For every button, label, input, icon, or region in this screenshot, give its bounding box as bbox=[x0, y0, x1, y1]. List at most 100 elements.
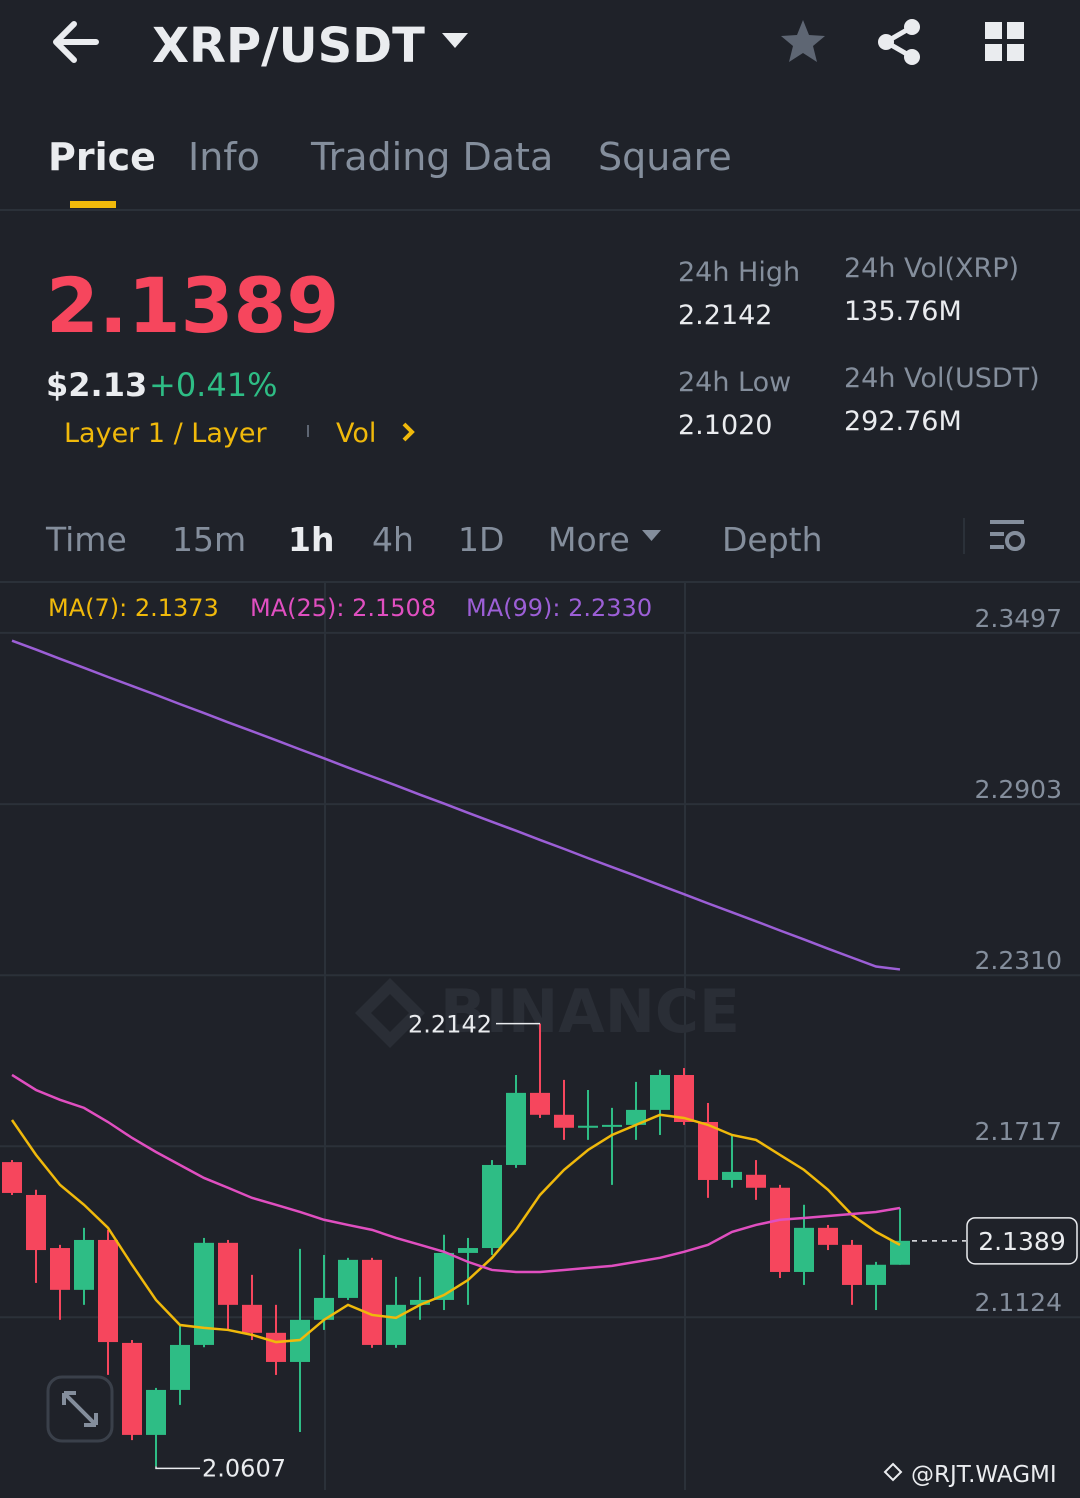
credit-text: @RJT.WAGMI bbox=[911, 1462, 1057, 1488]
vol-link[interactable]: Vol bbox=[336, 418, 376, 449]
interval[interactable]: 1D bbox=[458, 520, 504, 559]
candle-body bbox=[218, 1242, 238, 1305]
credit: @RJT.WAGMI bbox=[883, 1462, 1057, 1488]
interval[interactable]: 4h bbox=[372, 520, 414, 559]
candle-body bbox=[338, 1259, 358, 1298]
high-label: 2.2142 bbox=[408, 1011, 492, 1039]
legend-entry: MA(7): 2.1373 bbox=[48, 594, 219, 622]
candle-body bbox=[746, 1174, 766, 1188]
interval[interactable]: Time bbox=[45, 520, 127, 559]
tab[interactable]: Price bbox=[48, 135, 156, 179]
watermark: BINANCE bbox=[355, 977, 740, 1048]
pair-title[interactable]: XRP/USDT bbox=[152, 18, 425, 74]
candle-body bbox=[410, 1299, 430, 1305]
candle-body bbox=[434, 1252, 454, 1300]
chart-settings-icon[interactable] bbox=[990, 520, 1025, 551]
candle-body bbox=[458, 1248, 478, 1253]
legend-entry: MA(99): 2.2330 bbox=[466, 594, 652, 622]
y-tick-label: 2.3497 bbox=[975, 604, 1062, 633]
ma-line bbox=[11, 639, 901, 971]
candle-body bbox=[314, 1297, 334, 1320]
separator bbox=[963, 518, 965, 554]
more-caret[interactable] bbox=[642, 530, 661, 541]
y-tick-label: 2.1124 bbox=[975, 1288, 1062, 1317]
candle-body bbox=[26, 1194, 46, 1251]
interval[interactable]: 15m bbox=[172, 520, 246, 559]
stat-value: 2.2142 bbox=[678, 300, 772, 331]
candle-body bbox=[122, 1342, 142, 1435]
fullscreen-button[interactable] bbox=[46, 1375, 114, 1443]
usd-price: $2.13 bbox=[46, 366, 147, 404]
last-price-box bbox=[966, 1217, 1078, 1265]
stat-value: 292.76M bbox=[844, 406, 962, 437]
candle-body bbox=[866, 1264, 886, 1285]
candle-body bbox=[482, 1164, 502, 1249]
candle-body bbox=[2, 1162, 22, 1193]
candle-body bbox=[890, 1240, 910, 1265]
back-icon[interactable] bbox=[53, 21, 99, 63]
divider bbox=[0, 581, 1080, 583]
candle-body bbox=[794, 1227, 814, 1272]
candle-body bbox=[818, 1227, 838, 1245]
candle-body bbox=[530, 1092, 550, 1115]
chart: BINANCE 2.3497 2.2903 2.2310 2.1717 2.1124 MA… bbox=[0, 583, 1080, 1490]
ma-line bbox=[11, 1073, 901, 1274]
interval[interactable]: More bbox=[548, 520, 630, 559]
stat-label: 24h Low bbox=[678, 367, 791, 398]
y-tick-label: 2.2310 bbox=[975, 946, 1062, 975]
candle-body bbox=[362, 1259, 382, 1345]
watermark-text: BINANCE bbox=[440, 977, 740, 1047]
stat-label: 24h High bbox=[678, 257, 800, 288]
candle-body bbox=[194, 1242, 214, 1345]
interval[interactable]: 1h bbox=[288, 520, 334, 559]
fullscreen-icon[interactable] bbox=[62, 1391, 98, 1427]
stat-label: 24h Vol(USDT) bbox=[844, 363, 1040, 394]
tab-indicator bbox=[70, 201, 116, 208]
chevron[interactable] bbox=[402, 422, 415, 442]
interval[interactable]: Depth bbox=[722, 520, 823, 559]
candle-body bbox=[722, 1171, 742, 1180]
legend-entry: MA(25): 2.1508 bbox=[250, 594, 436, 622]
candle-body bbox=[50, 1248, 70, 1290]
ma-line bbox=[10, 1113, 901, 1344]
stat-value: 2.1020 bbox=[678, 410, 772, 441]
pair-caret[interactable] bbox=[442, 33, 468, 48]
tab[interactable]: Info bbox=[188, 135, 260, 179]
favorite-icon[interactable] bbox=[781, 20, 825, 62]
candle-body bbox=[674, 1074, 694, 1123]
candle-body bbox=[146, 1389, 166, 1435]
tag[interactable]: Layer 1 / Layer bbox=[64, 418, 267, 449]
candle-body bbox=[98, 1239, 118, 1343]
low-label: 2.0607 bbox=[202, 1454, 286, 1482]
divider bbox=[0, 209, 1080, 211]
candle-body bbox=[698, 1122, 718, 1180]
price-change: +0.41% bbox=[149, 366, 277, 404]
candle-body bbox=[554, 1114, 574, 1128]
candle-body bbox=[842, 1244, 862, 1285]
candle-body bbox=[602, 1124, 622, 1127]
candle-body bbox=[386, 1304, 406, 1345]
tab[interactable]: Trading Data bbox=[310, 135, 553, 179]
candle-body bbox=[266, 1332, 286, 1362]
y-tick-label: 2.2903 bbox=[975, 775, 1062, 804]
low-marker bbox=[155, 1466, 200, 1470]
candle-body bbox=[626, 1109, 646, 1125]
share-icon[interactable] bbox=[878, 19, 920, 65]
last-price: 2.1389 bbox=[46, 261, 339, 350]
candle-body bbox=[650, 1074, 670, 1110]
candle-body bbox=[770, 1187, 790, 1272]
grid-icon[interactable] bbox=[985, 22, 1024, 61]
separator bbox=[307, 425, 309, 437]
stat-label: 24h Vol(XRP) bbox=[844, 253, 1019, 284]
tab[interactable]: Square bbox=[598, 135, 732, 179]
last-price-label: 2.1389 bbox=[978, 1227, 1065, 1256]
candle-body bbox=[170, 1344, 190, 1390]
y-tick-label: 2.1717 bbox=[975, 1117, 1062, 1146]
stat-value: 135.76M bbox=[844, 296, 962, 327]
candle-body bbox=[506, 1092, 526, 1165]
candle-body bbox=[242, 1304, 262, 1333]
candle-body bbox=[578, 1125, 598, 1128]
